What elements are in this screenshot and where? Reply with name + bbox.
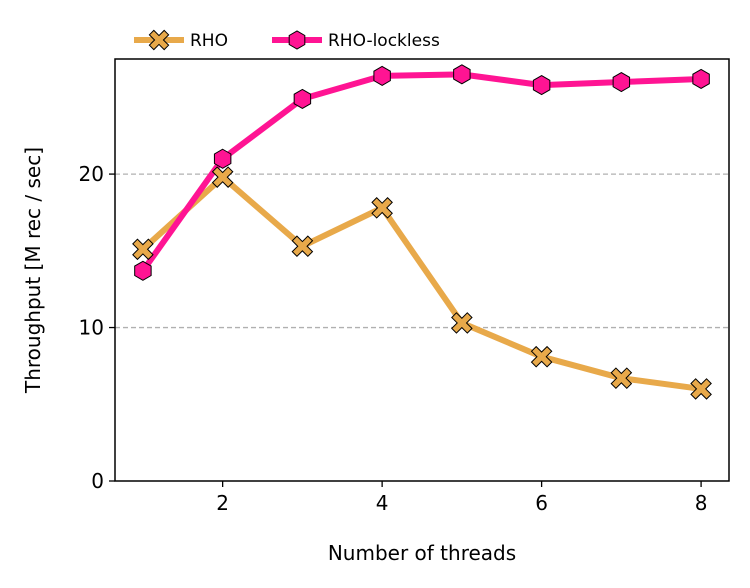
series-lines [140, 71, 702, 392]
legend-marker-rho [148, 29, 170, 51]
data-point-rho-lockless [612, 71, 631, 93]
data-point-rho-lockless [213, 148, 232, 169]
y-tick-label: 0 [91, 469, 104, 493]
x-tick-label: 6 [535, 491, 548, 515]
data-point-rho-lockless [293, 88, 312, 109]
y-tick-label: 10 [79, 316, 104, 340]
data-point-rho [530, 345, 553, 368]
x-axis-label: Number of threads [328, 541, 516, 565]
legend-marker-rho-lockless [288, 30, 306, 50]
data-point-rho [690, 378, 712, 400]
x-tick-label: 4 [376, 491, 389, 515]
x-tick-label: 8 [695, 491, 708, 515]
series-markers [132, 64, 712, 400]
data-point-rho [610, 367, 633, 390]
data-point-rho-lockless [692, 68, 710, 90]
data-point-rho [291, 235, 314, 258]
y-tick-label: 20 [79, 162, 104, 186]
legend: RHO RHO-lockless [134, 29, 440, 51]
data-point-rho [132, 238, 154, 261]
gridlines [115, 173, 729, 329]
series-line-rho-lockless [140, 71, 702, 273]
data-point-rho [451, 312, 473, 334]
data-point-rho [211, 166, 234, 188]
data-point-rho [371, 197, 393, 219]
legend-label-rho-lockless: RHO-lockless [328, 31, 440, 51]
data-point-rho-lockless [373, 65, 391, 86]
y-axis-label: Throughput [M rec / sec] [21, 147, 45, 394]
data-point-rho-lockless [453, 64, 471, 85]
data-point-rho-lockless [532, 75, 551, 96]
legend-label-rho: RHO [190, 31, 228, 51]
data-point-rho-lockless [134, 260, 152, 281]
plot-area-frame [114, 58, 730, 482]
x-tick-label: 2 [216, 491, 229, 515]
series-line-rho [140, 174, 702, 392]
axis-ticks: 2 4 6 8 0 10 20 [79, 162, 708, 515]
